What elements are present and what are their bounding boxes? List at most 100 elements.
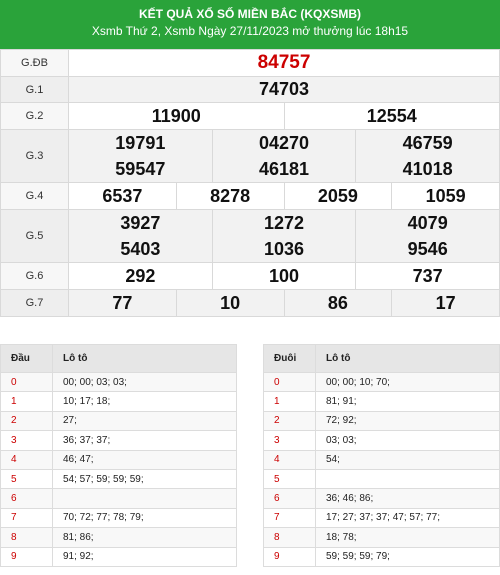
loto-value: 59; 59; 59; 79;: [315, 546, 500, 567]
loto-key: 5: [263, 468, 316, 490]
prize-number: 4079: [355, 210, 499, 236]
loto-value: [52, 488, 237, 509]
prize-number: 59547: [115, 158, 166, 179]
results-header: KẾT QUẢ XỔ SỐ MIỀN BẮC (KQXSMB) Xsmb Thứ…: [0, 0, 500, 49]
prize-label: G.5: [0, 209, 69, 263]
prize-row-g3: G.3 19791 04270 46759 59547 46181 41018: [0, 129, 500, 183]
column-header: Đuôi: [263, 344, 316, 373]
table-row: 8 81; 86;: [0, 527, 237, 548]
prize-label: G.ĐB: [0, 49, 69, 77]
table-row: 2 27;: [0, 410, 237, 432]
prize-number: 46759: [355, 130, 499, 156]
prize-row-g7: G.7 77 10 86 17: [0, 289, 500, 317]
prize-row-gdb: G.ĐB 84757: [0, 49, 500, 77]
loto-value: 27;: [52, 410, 237, 432]
prize-row-g4: G.4 6537 8278 2059 1059: [0, 182, 500, 210]
prize-cell: 19791 04270 46759 59547 46181 41018: [68, 129, 500, 183]
loto-key: 5: [0, 468, 53, 490]
prize-cell: 77 10 86 17: [68, 289, 500, 317]
prize-number: 10: [175, 290, 284, 316]
draw-date-subtitle: Xsmb Thứ 2, Xsmb Ngày 27/11/2023 mở thưở…: [91, 24, 409, 38]
prize-number: 737: [355, 263, 499, 289]
loto-value: 46; 47;: [52, 449, 237, 470]
loto-key: 4: [263, 449, 316, 470]
prize-row-g2: G.2 11900 12554: [0, 102, 500, 130]
loto-key: 6: [263, 488, 316, 509]
prize-number: 12554: [283, 103, 500, 129]
loto-head-header-row: Đầu Lô tô: [0, 344, 237, 373]
loto-key: 3: [263, 430, 316, 451]
prize-number: 2059: [283, 183, 392, 209]
loto-value: 54;: [315, 449, 500, 470]
loto-tail-table: Đuôi Lô tô 0 00; 00; 10; 70; 1 81; 91; 2 72…: [263, 344, 500, 567]
table-row: 9 91; 92;: [0, 546, 237, 567]
column-header: Lô tô: [315, 344, 500, 373]
prize-number: 8278: [175, 183, 284, 209]
table-row: 2 72; 92;: [263, 410, 500, 432]
prize-number: 1059: [391, 183, 499, 209]
loto-key: 0: [263, 371, 316, 393]
loto-key: 9: [263, 546, 316, 567]
prize-cell: 11900 12554: [68, 102, 500, 130]
prize-label: G.1: [0, 76, 69, 103]
loto-key: 8: [263, 527, 316, 548]
loto-key: 1: [263, 391, 316, 412]
prize-number: 11900: [151, 105, 201, 126]
loto-value: 17; 27; 37; 37; 47; 57; 77;: [315, 507, 500, 529]
prize-label: G.7: [0, 289, 69, 317]
prize-label: G.6: [0, 262, 69, 290]
loto-key: 1: [0, 391, 53, 412]
loto-value: 81; 86;: [52, 527, 237, 548]
table-row: 5: [263, 468, 500, 490]
loto-value: 70; 72; 77; 78; 79;: [52, 507, 237, 529]
prize-number: 5403: [120, 238, 161, 259]
table-row: 4 46; 47;: [0, 449, 237, 470]
loto-key: 7: [263, 507, 316, 529]
prize-number: 9546: [355, 236, 499, 262]
prize-label: G.4: [0, 182, 69, 210]
prize-number: 77: [112, 292, 133, 313]
loto-key: 9: [0, 546, 53, 567]
prize-number: 74703: [68, 76, 500, 103]
loto-key: 2: [263, 410, 316, 432]
loto-key: 7: [0, 507, 53, 529]
loto-key: 6: [0, 488, 53, 509]
table-row: 7 70; 72; 77; 78; 79;: [0, 507, 237, 529]
loto-value: 00; 00; 10; 70;: [315, 371, 500, 393]
prize-number: 3927: [120, 212, 161, 233]
loto-key: 4: [0, 449, 53, 470]
table-row: 7 17; 27; 37; 37; 47; 57; 77;: [263, 507, 500, 529]
column-header: Lô tô: [52, 344, 237, 373]
loto-tail-header-row: Đuôi Lô tô: [263, 344, 500, 373]
table-row: 0 00; 00; 03; 03;: [0, 371, 237, 393]
loto-key: 0: [0, 371, 53, 393]
loto-section: Đầu Lô tô 0 00; 00; 03; 03; 1 10; 17; 18; …: [0, 344, 500, 567]
loto-value: 54; 57; 59; 59; 59;: [52, 468, 237, 490]
table-row: 6 36; 46; 86;: [263, 488, 500, 509]
special-prize-number: 84757: [68, 49, 500, 77]
prize-number: 46181: [211, 156, 356, 182]
page-title: KẾT QUẢ XỔ SỐ MIỀN BẮC (KQXSMB): [138, 7, 361, 21]
prize-number: 17: [391, 290, 499, 316]
table-row: 1 10; 17; 18;: [0, 391, 237, 412]
prize-label: G.3: [0, 129, 69, 183]
loto-value: 72; 92;: [315, 410, 500, 432]
prize-row-g6: G.6 292 100 737: [0, 262, 500, 290]
loto-value: 10; 17; 18;: [52, 391, 237, 412]
table-row: 0 00; 00; 10; 70;: [263, 371, 500, 393]
prize-number: 1272: [211, 210, 356, 236]
prize-cell: 3927 1272 4079 5403 1036 9546: [68, 209, 500, 263]
prize-number: 1036: [211, 236, 356, 262]
table-row: 5 54; 57; 59; 59; 59;: [0, 468, 237, 490]
prize-row-g5: G.5 3927 1272 4079 5403 1036 9546: [0, 209, 500, 263]
loto-key: 3: [0, 430, 53, 451]
prize-number: 04270: [211, 130, 356, 156]
loto-value: 03; 03;: [315, 430, 500, 451]
prize-cell: 6537 8278 2059 1059: [68, 182, 500, 210]
loto-value: 36; 37; 37;: [52, 430, 237, 451]
prize-label: G.2: [0, 102, 69, 130]
prize-number: 292: [125, 265, 156, 286]
loto-value: 81; 91;: [315, 391, 500, 412]
table-row: 8 18; 78;: [263, 527, 500, 548]
loto-value: 36; 46; 86;: [315, 488, 500, 509]
